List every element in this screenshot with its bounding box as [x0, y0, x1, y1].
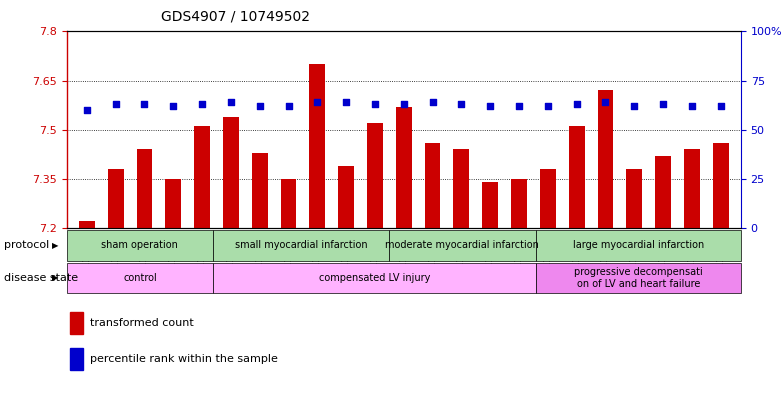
Bar: [396, 107, 412, 228]
Bar: [213, 230, 389, 261]
Bar: [511, 179, 527, 228]
Bar: [597, 90, 613, 228]
Point: [109, 101, 122, 107]
Point: [456, 101, 468, 107]
Point: [542, 103, 554, 109]
Bar: [194, 127, 210, 228]
Text: large myocardial infarction: large myocardial infarction: [572, 240, 704, 250]
Text: moderate myocardial infarction: moderate myocardial infarction: [386, 240, 539, 250]
Point: [196, 101, 209, 107]
Text: ▶: ▶: [53, 274, 59, 282]
Point: [571, 101, 583, 107]
Bar: [67, 230, 213, 261]
Text: progressive decompensati
on of LV and heart failure: progressive decompensati on of LV and he…: [574, 267, 702, 288]
Point: [714, 103, 727, 109]
Text: compensated LV injury: compensated LV injury: [319, 273, 430, 283]
Bar: [367, 123, 383, 228]
Point: [311, 99, 324, 105]
Point: [282, 103, 295, 109]
Point: [138, 101, 151, 107]
Point: [81, 107, 93, 113]
Bar: [540, 169, 556, 228]
Bar: [425, 143, 441, 228]
Text: control: control: [123, 273, 157, 283]
Bar: [713, 143, 728, 228]
Bar: [310, 64, 325, 228]
Bar: [281, 179, 296, 228]
Text: ▶: ▶: [53, 241, 59, 250]
Bar: [684, 149, 700, 228]
Bar: [453, 149, 470, 228]
Bar: [568, 127, 585, 228]
Point: [599, 99, 612, 105]
Bar: [482, 182, 498, 228]
Text: disease state: disease state: [4, 273, 78, 283]
Point: [686, 103, 699, 109]
Point: [253, 103, 266, 109]
Text: protocol: protocol: [4, 240, 49, 250]
Point: [167, 103, 180, 109]
Text: small myocardial infarction: small myocardial infarction: [235, 240, 368, 250]
Bar: [535, 230, 741, 261]
Bar: [136, 149, 152, 228]
Bar: [70, 348, 83, 370]
Bar: [67, 263, 213, 293]
Bar: [107, 169, 124, 228]
Point: [339, 99, 352, 105]
Bar: [252, 152, 267, 228]
Point: [513, 103, 525, 109]
Text: sham operation: sham operation: [101, 240, 179, 250]
Bar: [655, 156, 671, 228]
Bar: [70, 312, 83, 334]
Point: [224, 99, 237, 105]
Bar: [165, 179, 181, 228]
Point: [484, 103, 496, 109]
Point: [397, 101, 410, 107]
Point: [628, 103, 641, 109]
Bar: [626, 169, 642, 228]
Bar: [79, 221, 95, 228]
Text: transformed count: transformed count: [90, 318, 194, 328]
Bar: [535, 263, 741, 293]
Bar: [213, 263, 535, 293]
Text: percentile rank within the sample: percentile rank within the sample: [90, 354, 278, 364]
Bar: [389, 230, 535, 261]
Bar: [223, 117, 239, 228]
Point: [368, 101, 381, 107]
Point: [426, 99, 439, 105]
Bar: [338, 166, 354, 228]
Point: [657, 101, 670, 107]
Text: GDS4907 / 10749502: GDS4907 / 10749502: [161, 10, 310, 24]
